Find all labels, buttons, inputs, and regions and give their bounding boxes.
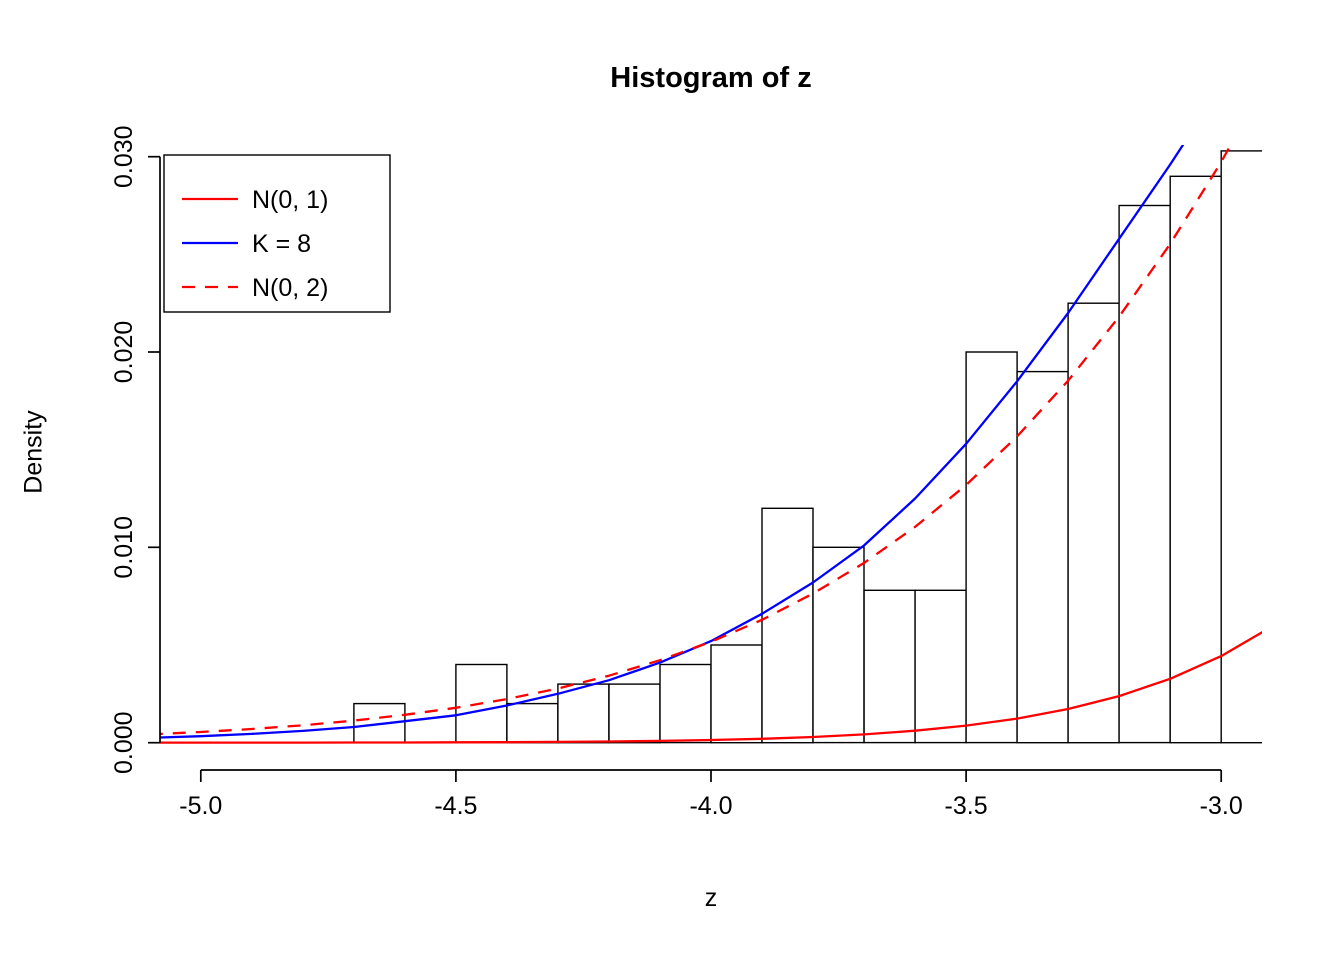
legend-label: K = 8 (252, 230, 311, 258)
y-tick-label: 0.010 (110, 516, 138, 579)
histogram-bar (863, 589, 916, 744)
histogram-bar (1016, 370, 1069, 744)
y-tick-label: 0.030 (110, 125, 138, 188)
legend: N(0, 1) K = 8 N(0, 2) (163, 154, 391, 313)
histogram-bar (1067, 302, 1120, 744)
density-curves (160, 145, 1262, 744)
axes (148, 155, 1223, 782)
legend-label: N(0, 2) (252, 274, 328, 302)
histogram-bar (1220, 150, 1262, 744)
y-tick-label: 0.020 (110, 321, 138, 384)
histogram-bars (353, 150, 1262, 744)
legend-box (163, 154, 391, 313)
histogram-bar (761, 507, 814, 744)
chart-title: Histogram of z (610, 62, 812, 94)
histogram-bar (1169, 175, 1222, 744)
histogram-bar (812, 546, 865, 744)
histogram-bar (710, 644, 763, 744)
legend-label: N(0, 1) (252, 186, 328, 214)
histogram-bar (965, 351, 1018, 744)
y-tick-label: 0.000 (110, 711, 138, 774)
histogram-bar (1118, 204, 1171, 744)
curve-normal-0-1 (160, 631, 1262, 744)
x-tick-label: -3.0 (1200, 792, 1243, 820)
histogram-bar (608, 683, 661, 744)
histogram-bar (506, 702, 559, 744)
x-tick-label: -3.5 (945, 792, 988, 820)
histogram-bar (914, 589, 967, 744)
x-tick-label: -5.0 (179, 792, 222, 820)
x-axis-title: z (704, 884, 718, 912)
curve-normal-0-2 (160, 145, 1232, 736)
histogram-bar (557, 683, 610, 744)
x-tick-label: -4.0 (689, 792, 732, 820)
curve-k-8 (160, 145, 1185, 739)
histogram-bar (659, 663, 712, 744)
x-tick-label: -4.5 (434, 792, 477, 820)
